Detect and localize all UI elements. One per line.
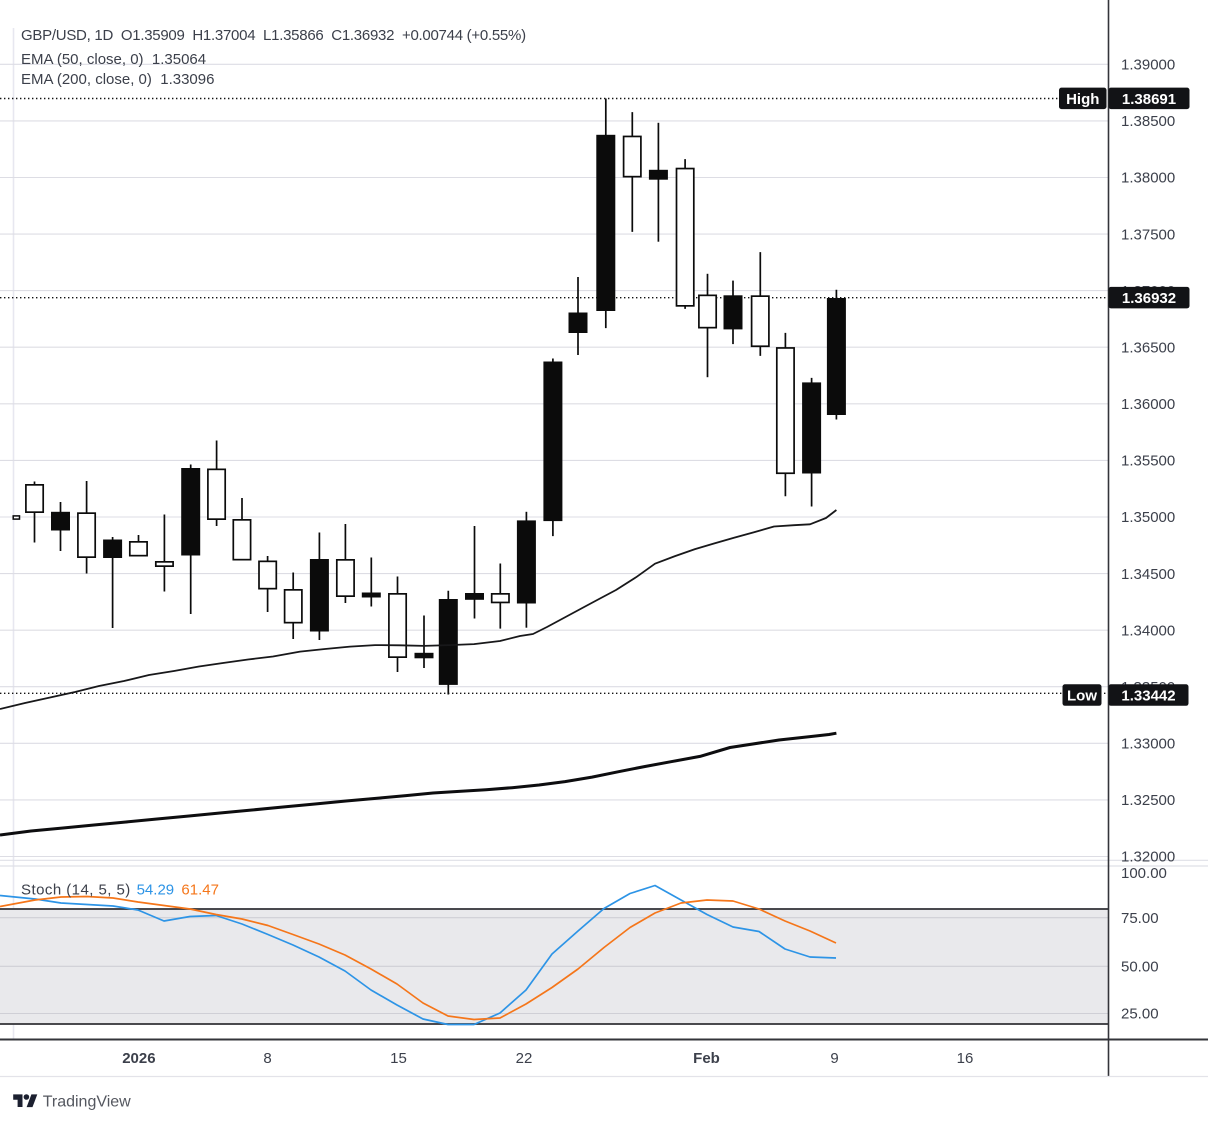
svg-text:1.34500: 1.34500 bbox=[1121, 566, 1175, 583]
svg-text:1.38691: 1.38691 bbox=[1122, 91, 1176, 108]
svg-text:1.32500: 1.32500 bbox=[1121, 792, 1175, 809]
svg-text:1.34000: 1.34000 bbox=[1121, 622, 1175, 639]
svg-text:22: 22 bbox=[516, 1050, 533, 1067]
svg-text:High: High bbox=[1066, 91, 1099, 108]
svg-text:1.36000: 1.36000 bbox=[1121, 396, 1175, 413]
svg-text:1.38000: 1.38000 bbox=[1121, 170, 1175, 187]
svg-text:1.33000: 1.33000 bbox=[1121, 736, 1175, 753]
svg-text:Feb: Feb bbox=[693, 1050, 720, 1067]
svg-text:EMA (200, close, 0) 1.33096: EMA (200, close, 0) 1.33096 bbox=[21, 71, 214, 88]
svg-text:8: 8 bbox=[263, 1050, 271, 1067]
svg-text:2026: 2026 bbox=[122, 1050, 155, 1067]
svg-text:1.32000: 1.32000 bbox=[1121, 849, 1175, 866]
svg-text:61.47: 61.47 bbox=[181, 881, 219, 898]
svg-text:1.35000: 1.35000 bbox=[1121, 509, 1175, 526]
svg-text:1.37500: 1.37500 bbox=[1121, 226, 1175, 243]
svg-text:EMA (50, close, 0) 1.35064: EMA (50, close, 0) 1.35064 bbox=[21, 51, 206, 68]
svg-text:1.33442: 1.33442 bbox=[1121, 688, 1175, 705]
svg-text:54.29: 54.29 bbox=[137, 881, 175, 898]
svg-text:Low: Low bbox=[1067, 688, 1097, 705]
svg-text:50.00: 50.00 bbox=[1121, 959, 1159, 976]
svg-text:100.00: 100.00 bbox=[1121, 865, 1167, 882]
svg-text:TradingView: TradingView bbox=[43, 1093, 131, 1110]
svg-text:1.38500: 1.38500 bbox=[1121, 113, 1175, 130]
svg-text:1.36500: 1.36500 bbox=[1121, 339, 1175, 356]
svg-text:9: 9 bbox=[830, 1050, 838, 1067]
svg-text:16: 16 bbox=[957, 1050, 974, 1067]
svg-text:15: 15 bbox=[390, 1050, 407, 1067]
svg-text:1.39000: 1.39000 bbox=[1121, 57, 1175, 74]
svg-text:75.00: 75.00 bbox=[1121, 910, 1159, 927]
svg-text:1.36932: 1.36932 bbox=[1122, 290, 1176, 307]
svg-text:Stoch (14, 5, 5): Stoch (14, 5, 5) bbox=[21, 881, 131, 898]
svg-text:25.00: 25.00 bbox=[1121, 1006, 1159, 1023]
svg-text:GBP/USD, 1D O1.35909 H1.3700: GBP/USD, 1D O1.35909 H1.37004 L1.35866 C… bbox=[21, 27, 526, 44]
svg-text:1.35500: 1.35500 bbox=[1121, 453, 1175, 470]
